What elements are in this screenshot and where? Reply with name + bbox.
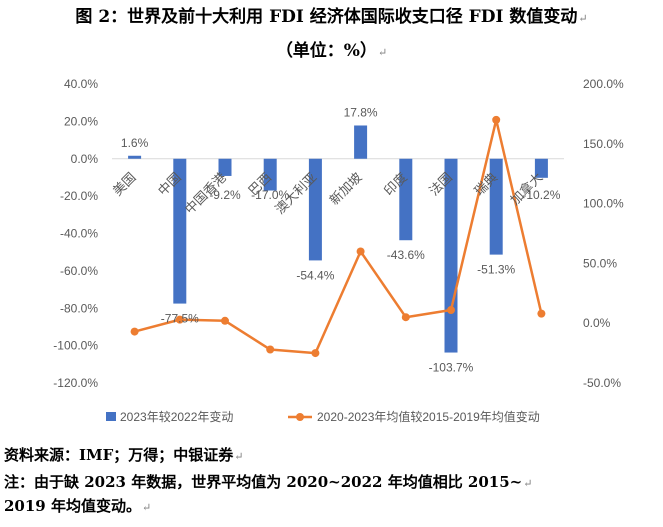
y-right-tick-label: 0.0% [583,316,611,330]
bar-1 [128,155,142,159]
chart-title: 图 2：世界及前十大利用 FDI 经济体国际收支口径 FDI 数值变动↵ [75,7,588,27]
bar-2 [173,158,187,304]
y-left-tick-label: 20.0% [64,114,98,128]
bar-data-label: 1.6% [121,136,149,150]
y-right-tick-label: -50.0% [583,376,621,390]
legend-line-marker [296,413,304,421]
bar-8 [444,158,458,353]
bar-data-label: -43.6% [387,248,425,262]
bar-data-label: 17.8% [344,105,378,119]
line-series [134,118,543,355]
line-point-2 [175,315,184,324]
y-left-tick-label: -20.0% [60,189,98,203]
line-point-10 [537,309,546,318]
y-left-tick-label: -100.0% [53,339,98,353]
footnote-line-2: 2019 年均值变动。↵ [4,497,152,515]
legend-line-label: 2020-2023年均值较2015-2019年均值变动 [317,409,540,424]
paragraph-mark-icon: ↵ [578,12,588,25]
y-left-tick-label: -60.0% [60,264,98,278]
line-point-9 [492,115,501,124]
bar-5 [308,158,322,261]
line-point-4 [266,345,275,354]
y-right-tick-label: 100.0% [583,197,624,211]
paragraph-mark-icon: ↵ [523,477,533,490]
paragraph-mark-icon: ↵ [377,46,388,59]
y-right-tick-label: 150.0% [583,137,624,151]
bar-7 [399,158,413,241]
y-right-tick-label: 50.0% [583,256,617,270]
y-left-tick-label: -40.0% [60,227,98,241]
bar-data-label: -54.4% [296,268,334,282]
y-left-tick-label: -80.0% [60,301,98,315]
legend-bar-swatch [106,412,116,421]
bar-4 [263,158,277,191]
fdi-chart: 40.0% 20.0% 0.0% -20.0% -40.0% -60.0% -80.0% -1… [53,77,624,424]
source-note: 资料来源：IMF；万得；中银证券↵ [4,446,244,464]
line-point-1 [130,327,139,336]
line-point-8 [447,306,455,315]
bar-data-label: -9.2% [209,188,241,202]
chart-unit: （单位：%）↵ [275,41,388,61]
category-label: 美国 [110,170,139,199]
y-left-tick-label: 40.0% [64,77,98,91]
line-point-5 [311,349,320,358]
bar-data-label: -10.2% [522,188,560,202]
line-point-3 [221,316,229,325]
paragraph-mark-icon: ↵ [141,501,152,514]
bar-6 [354,125,368,159]
bar-data-label: -51.3% [477,263,515,277]
bar-10 [534,158,548,178]
line-point-6 [356,247,365,256]
legend-bar-label: 2023年较2022年变动 [120,409,233,424]
bar-data-label: -103.7% [429,361,474,375]
line-point-7 [401,313,410,322]
footnote-line-1: 注：由于缺 2023 年数据，世界平均值为 2020~2022 年均值相比 20… [4,473,533,491]
bar-data-label: -77.5% [161,312,199,326]
paragraph-mark-icon: ↵ [234,450,244,463]
y-right-tick-label: 200.0% [583,77,624,91]
y-left-tick-label: -120.0% [53,376,98,390]
bar-9 [489,158,503,255]
bar-3 [218,158,232,176]
y-left-tick-label: 0.0% [71,152,99,166]
bar-data-label: -17.0% [251,188,289,202]
category-label: 新加坡 [327,170,365,208]
